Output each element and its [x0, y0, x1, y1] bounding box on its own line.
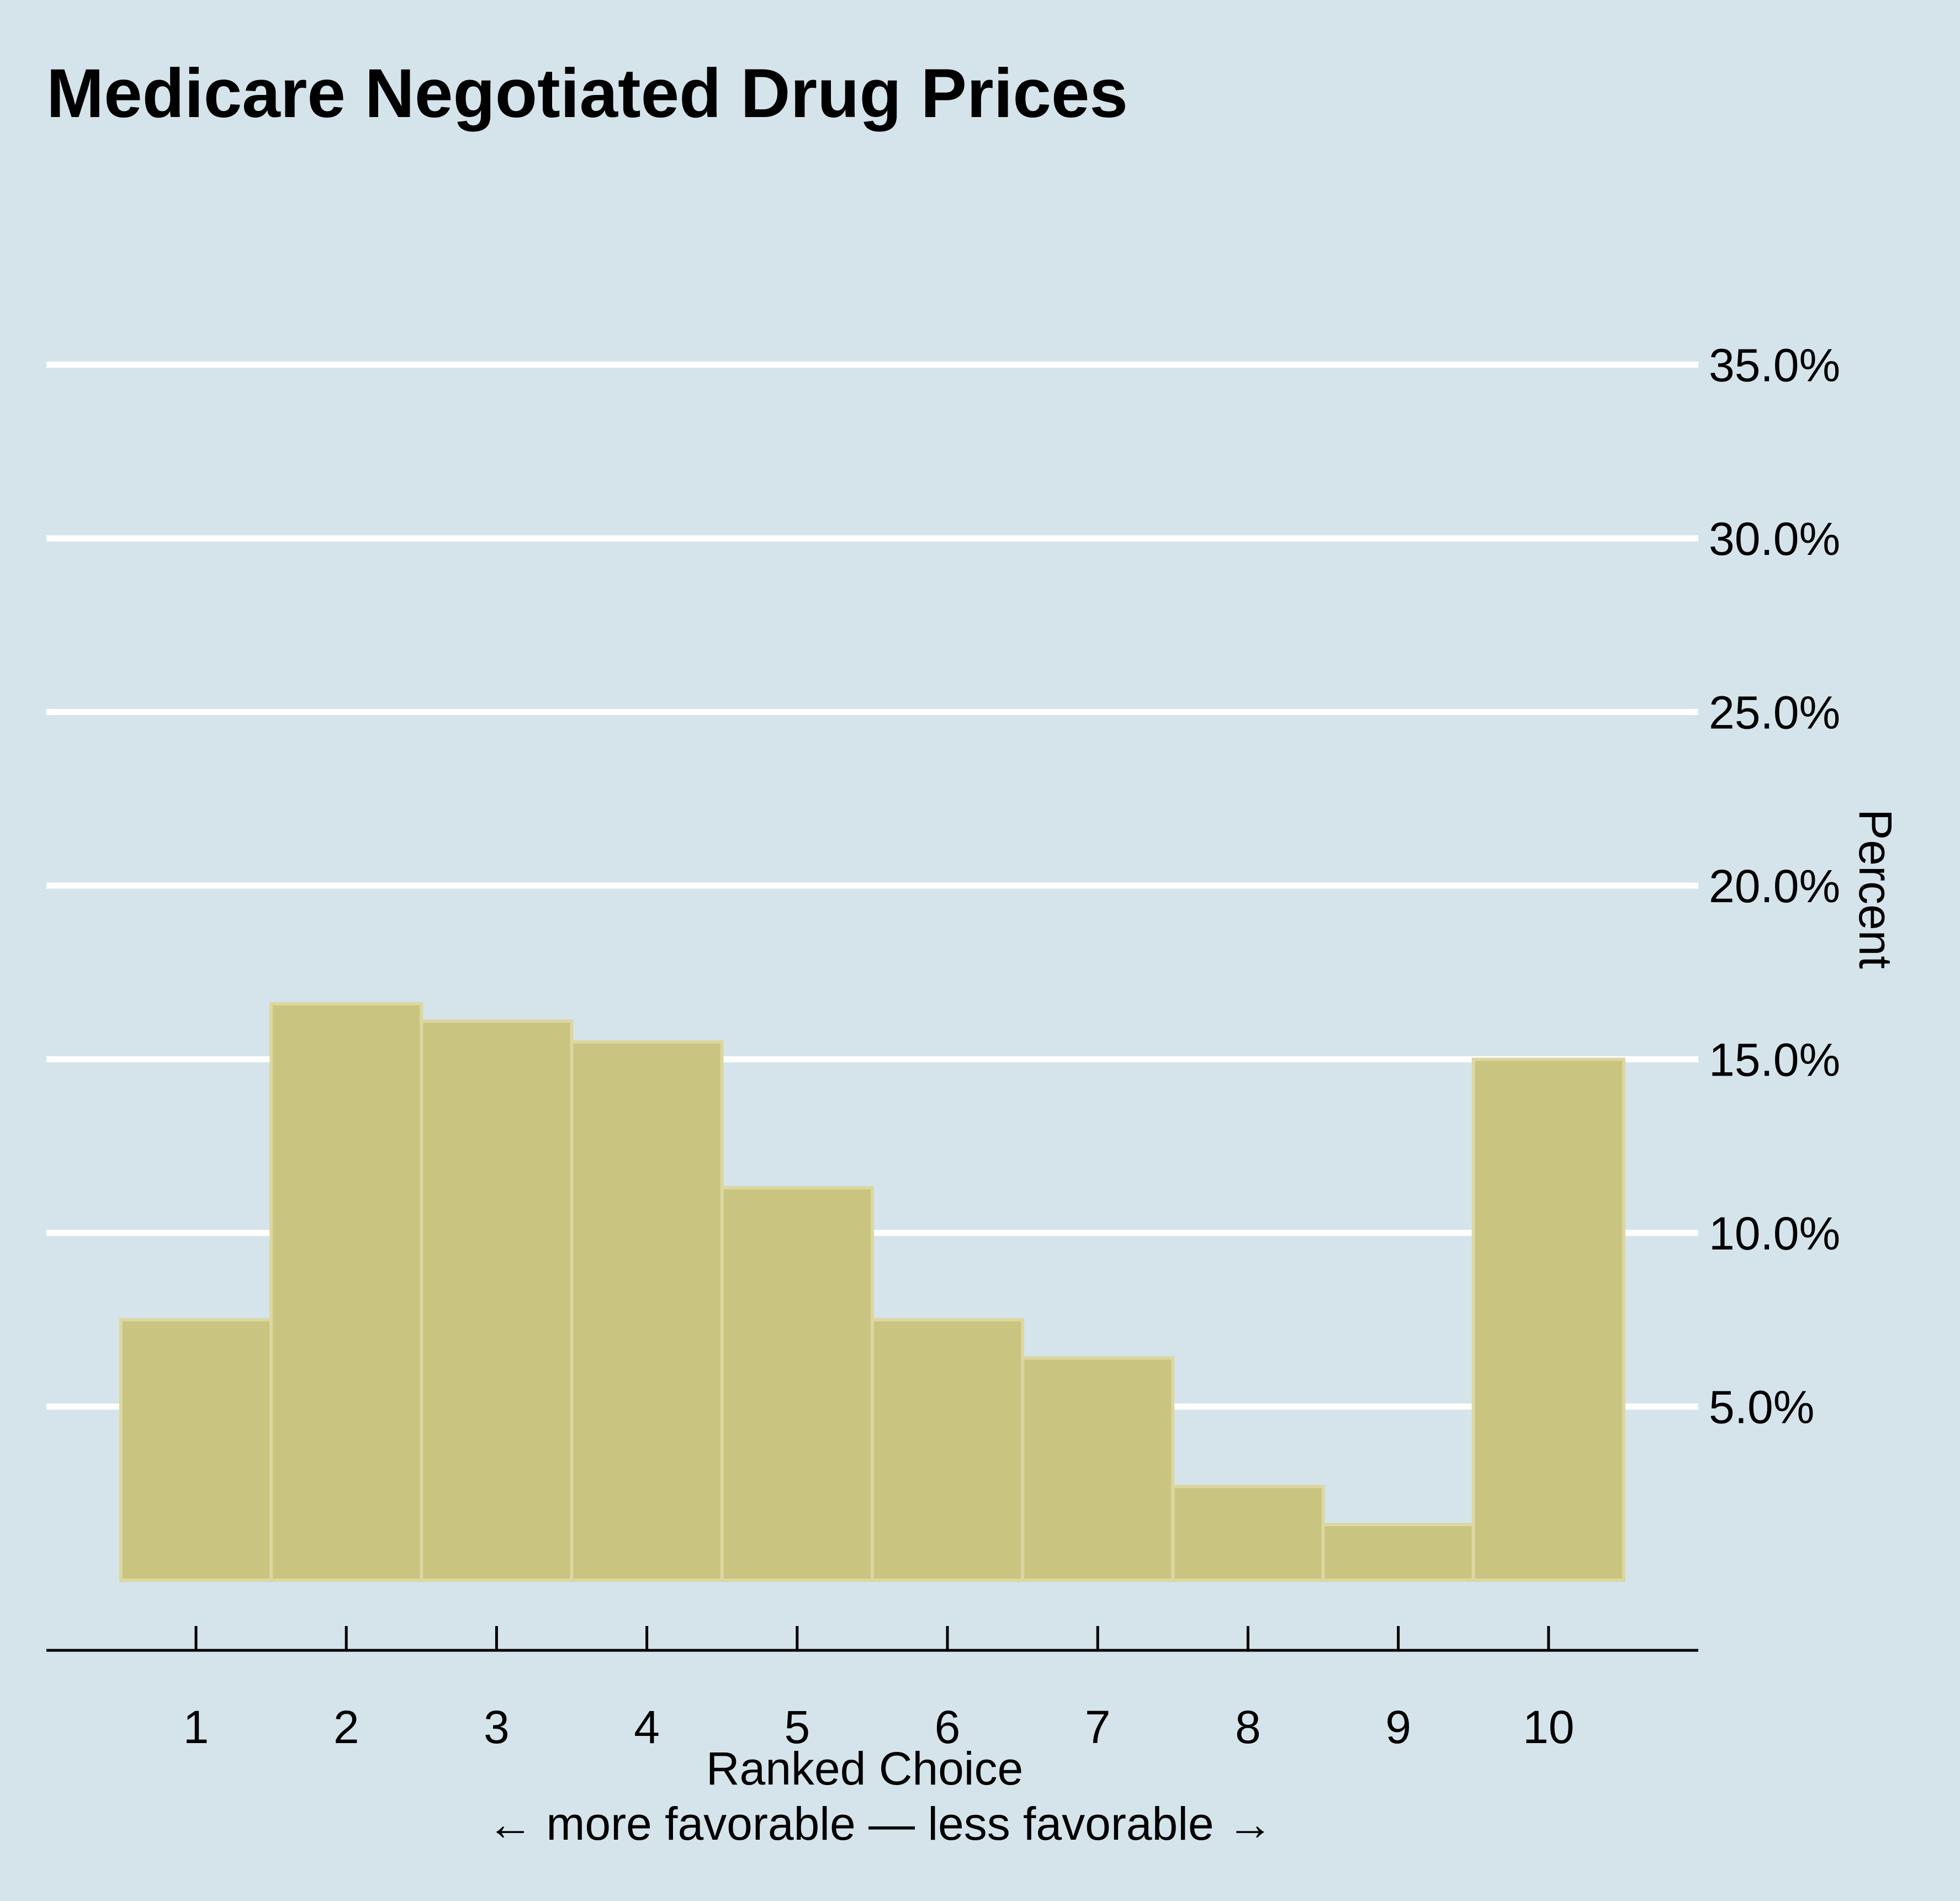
y-tick-label: 20.0%	[1709, 860, 1840, 912]
x-axis: 1 2 3 4 5 6 7 8 9 10	[46, 1626, 1698, 1753]
y-tick-label: 15.0%	[1709, 1034, 1840, 1086]
x-tick-label: 4	[634, 1701, 660, 1753]
x-tick-label: 8	[1235, 1701, 1261, 1753]
x-axis-direction-note: ← more favorable — less favorable →	[487, 1798, 1273, 1850]
y-tick-label: 10.0%	[1709, 1208, 1840, 1259]
bar-rank-4	[570, 1040, 724, 1582]
x-axis-label: Ranked Choice	[706, 1743, 1023, 1794]
bar-rank-1	[119, 1318, 273, 1582]
bar-rank-9	[1321, 1523, 1475, 1582]
y-tick-labels: 5.0% 10.0% 15.0% 20.0% 25.0% 30.0% 35.0%	[1709, 340, 1840, 1433]
y-tick-label: 30.0%	[1709, 513, 1840, 565]
x-tick-label: 2	[333, 1701, 359, 1753]
y-axis-label: Percent	[1850, 809, 1901, 969]
x-tick-label: 10	[1523, 1701, 1574, 1753]
x-tick-label: 7	[1085, 1701, 1111, 1753]
bar-rank-7	[1021, 1356, 1175, 1582]
bar-rank-3	[420, 1019, 574, 1582]
x-tick-label: 6	[935, 1701, 961, 1753]
bar-rank-6	[870, 1318, 1025, 1582]
y-tick-label: 25.0%	[1709, 687, 1840, 739]
y-tick-label: 5.0%	[1709, 1381, 1814, 1433]
y-tick-label: 35.0%	[1709, 340, 1840, 391]
bars	[119, 1002, 1625, 1582]
chart-title: Medicare Negotiated Drug Prices	[46, 55, 1128, 132]
bar-rank-10	[1471, 1057, 1625, 1582]
x-tick-label: 9	[1385, 1701, 1411, 1753]
x-tick-label: 1	[183, 1701, 209, 1753]
bar-rank-2	[269, 1002, 423, 1582]
bar-rank-8	[1171, 1485, 1325, 1582]
x-tick-label: 5	[784, 1701, 810, 1753]
bar-rank-5	[720, 1186, 874, 1582]
x-tick-label: 3	[484, 1701, 510, 1753]
